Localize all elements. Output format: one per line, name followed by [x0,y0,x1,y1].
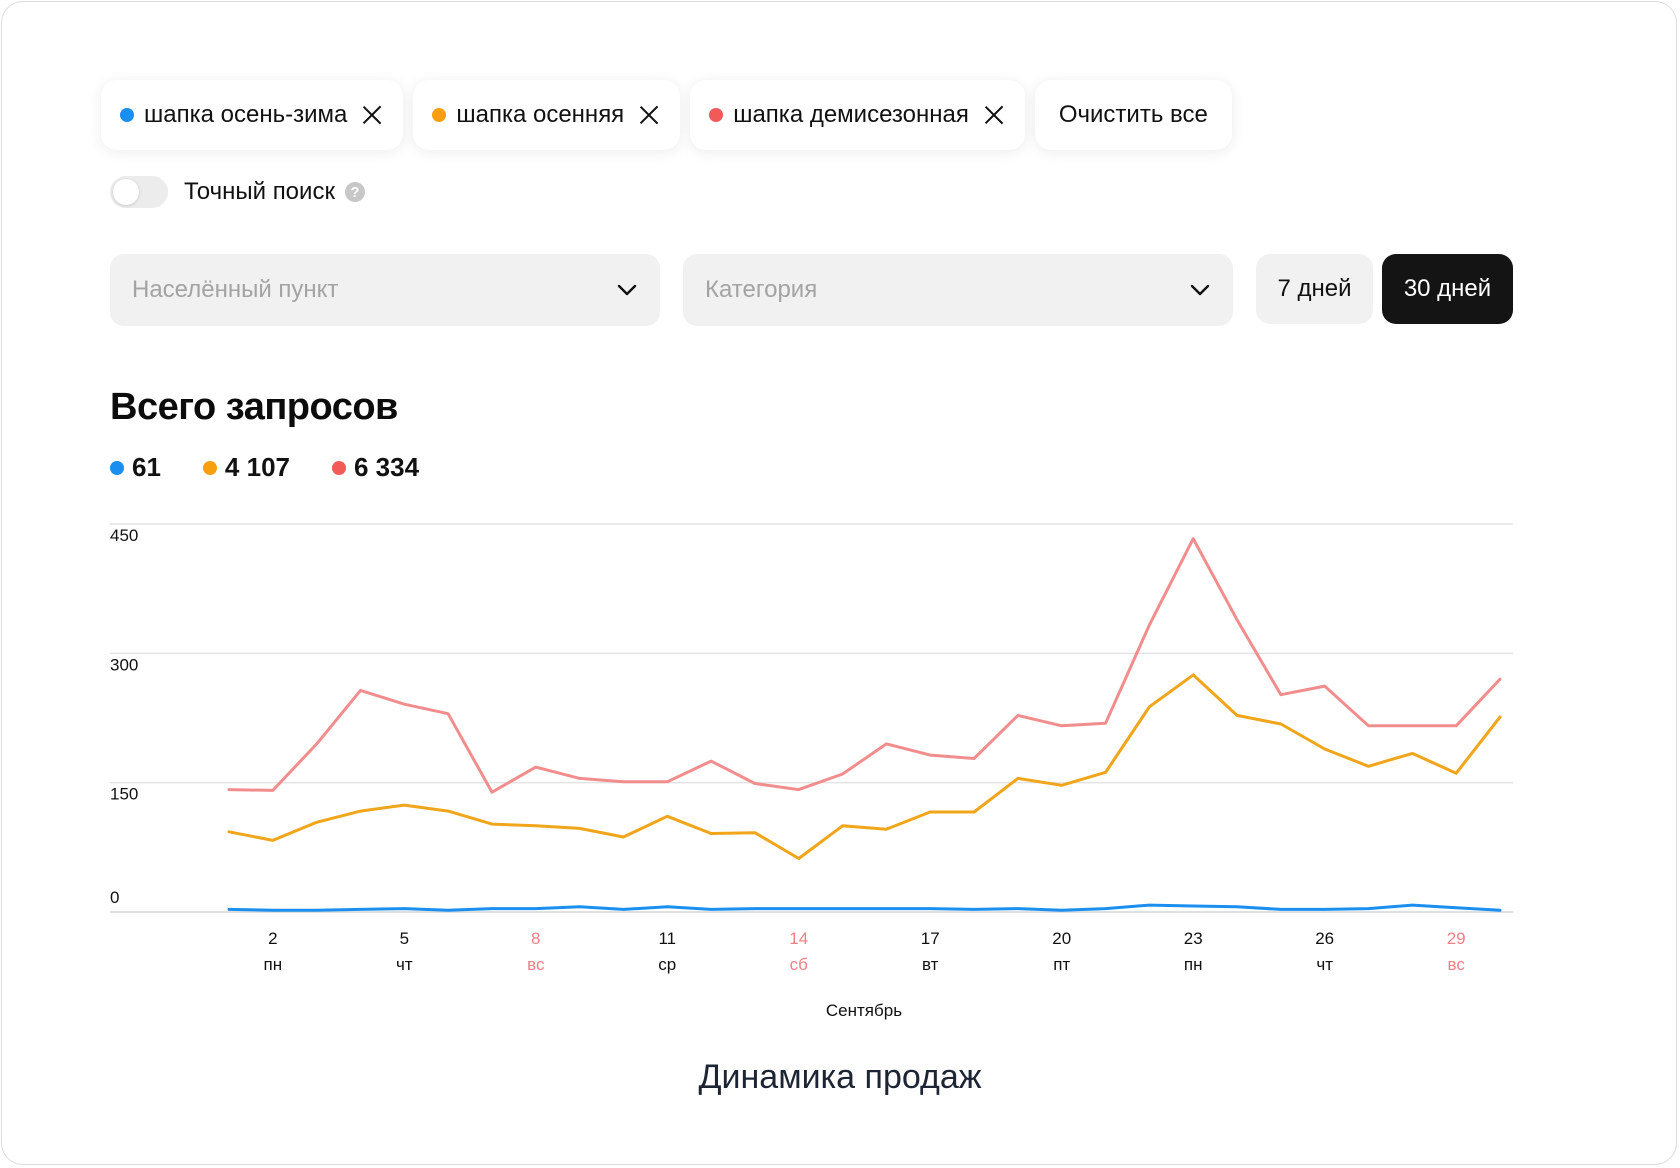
chevron-down-icon [1190,284,1210,296]
category-select-placeholder: Категория [705,276,818,303]
total-item: 61 [110,452,161,483]
help-icon[interactable]: ? [344,182,365,202]
total-value: 6 334 [354,452,420,482]
total-item: 6 334 [332,452,419,483]
chip-label: шапка осенняя [456,101,625,128]
chevron-down-icon [617,284,637,296]
chip-label: шапка демисезонная [733,101,969,128]
series-color-dot [709,108,724,122]
period-7-days-button[interactable]: 7 дней [1256,254,1373,324]
caption: Динамика продаж [698,1058,982,1096]
exact-search: Точный поиск ? [110,176,365,208]
filter-chip-3[interactable]: шапка демисезонная [690,80,1025,150]
filter-chip-2[interactable]: шапка осенняя [413,80,681,150]
toggle-knob [113,179,139,205]
close-icon[interactable] [361,104,383,126]
clear-all-button[interactable]: Очистить все [1034,80,1232,150]
period-30-days-button[interactable]: 30 дней [1382,254,1513,324]
series-color-dot [110,460,124,475]
city-select-placeholder: Населённый пункт [132,276,339,303]
close-icon[interactable] [638,104,660,126]
exact-search-toggle[interactable] [110,176,168,208]
total-value: 4 107 [224,452,290,482]
series-color-dot [332,460,346,475]
series-color-dot [202,460,217,475]
series-color-dot [432,108,447,122]
filter-chip-1[interactable]: шапка осень-зима [101,80,404,150]
series-color-dot [120,108,134,122]
category-select[interactable]: Категория [683,254,1233,326]
totals-title: Всего запросов [110,386,398,428]
close-icon[interactable] [983,104,1005,126]
city-select[interactable]: Населённый пункт [110,254,660,326]
totals-legend: 61 4 107 6 334 [110,452,419,483]
filter-chips: шапка осень-зима шапка осенняя шапка дем… [91,70,1242,160]
exact-search-label: Точный поиск [184,178,335,205]
total-value: 61 [132,452,161,482]
chip-label: шапка осень-зима [144,101,348,128]
total-item: 4 107 [202,452,290,483]
